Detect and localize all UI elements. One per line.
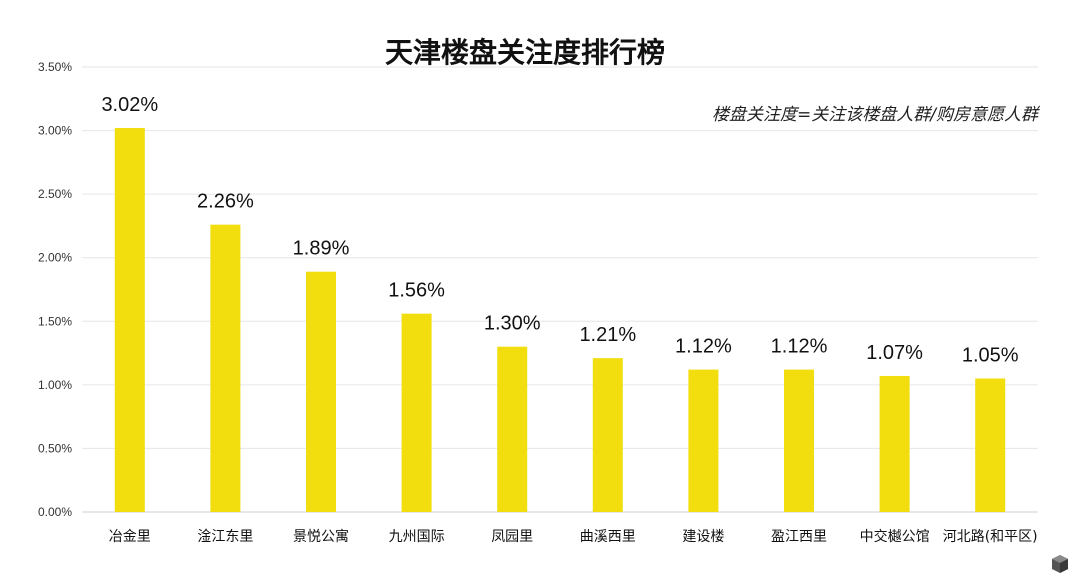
- y-tick-label: 1.50%: [38, 314, 72, 328]
- cube-logo-icon: [1052, 555, 1068, 573]
- bar: [210, 224, 241, 512]
- data-label: 1.12%: [675, 336, 732, 358]
- bar: [497, 346, 528, 512]
- x-tick-label: 凤园里: [491, 529, 533, 545]
- x-tick-label: 冶金里: [109, 529, 151, 545]
- data-label: 3.02%: [101, 94, 158, 116]
- y-tick-label: 2.00%: [38, 251, 72, 265]
- y-tick-label: 1.00%: [38, 378, 72, 392]
- x-tick-label: 曲溪西里: [580, 529, 636, 545]
- x-tick-label: 淦江东里: [197, 528, 253, 545]
- y-tick-label: 3.50%: [38, 60, 72, 74]
- x-tick-label: 景悦公寓: [293, 528, 349, 545]
- bar: [114, 128, 145, 512]
- bar: [975, 378, 1006, 512]
- data-label: 1.21%: [579, 324, 636, 346]
- x-axis-tick-labels: 冶金里 淦江东里 景悦公寓 九州国际 凤园里 曲溪西里 建设楼 盈江西里 中交樾公馆 河北路(和平…: [109, 528, 1038, 545]
- chart-title: 天津楼盘关注度排行榜: [385, 36, 665, 69]
- bar: [401, 313, 432, 512]
- gridlines: [82, 66, 1038, 513]
- y-tick-label: 2.50%: [38, 187, 72, 201]
- bar: [592, 358, 623, 512]
- x-tick-label: 九州国际: [389, 529, 445, 545]
- data-label: 1.30%: [484, 313, 541, 335]
- chart-subtitle: 楼盘关注度=关注该楼盘人群/购房意愿人群: [712, 105, 1041, 125]
- x-tick-label: 中交樾公馆: [860, 528, 930, 545]
- bar: [688, 369, 719, 512]
- x-tick-label: 河北路(和平区): [943, 529, 1038, 545]
- data-label: 1.56%: [388, 280, 445, 302]
- bars: [114, 128, 1006, 512]
- data-label: 1.07%: [866, 342, 923, 364]
- bar: [879, 375, 910, 512]
- data-label: 1.12%: [771, 336, 828, 358]
- y-tick-label: 0.50%: [38, 441, 72, 455]
- y-tick-label: 3.00%: [38, 124, 72, 138]
- y-tick-label: 0.00%: [38, 505, 72, 519]
- data-labels: 3.02% 2.26% 1.89% 1.56% 1.30% 1.21% 1.12% 1.12%…: [101, 94, 1018, 366]
- x-tick-label: 盈江西里: [771, 529, 827, 545]
- data-label: 1.05%: [962, 345, 1019, 367]
- bar: [306, 271, 336, 512]
- x-tick-label: 建设楼: [682, 529, 724, 545]
- data-label: 2.26%: [197, 191, 254, 213]
- data-label: 1.89%: [293, 238, 350, 260]
- y-axis-tick-labels: 0.00% 0.50% 1.00% 1.50% 2.00% 2.50% 3.00% 3.50%: [38, 60, 72, 519]
- bar: [784, 369, 814, 512]
